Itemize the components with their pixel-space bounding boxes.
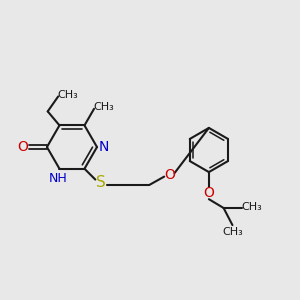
Text: CH₃: CH₃ [241, 202, 262, 212]
Text: CH₃: CH₃ [223, 226, 243, 237]
Text: S: S [96, 175, 106, 190]
Text: O: O [203, 186, 214, 200]
Text: O: O [164, 168, 175, 182]
Text: O: O [17, 140, 28, 154]
Text: CH₃: CH₃ [57, 90, 78, 100]
Text: NH: NH [49, 172, 68, 185]
Text: CH₃: CH₃ [93, 102, 114, 112]
Text: N: N [98, 140, 109, 154]
